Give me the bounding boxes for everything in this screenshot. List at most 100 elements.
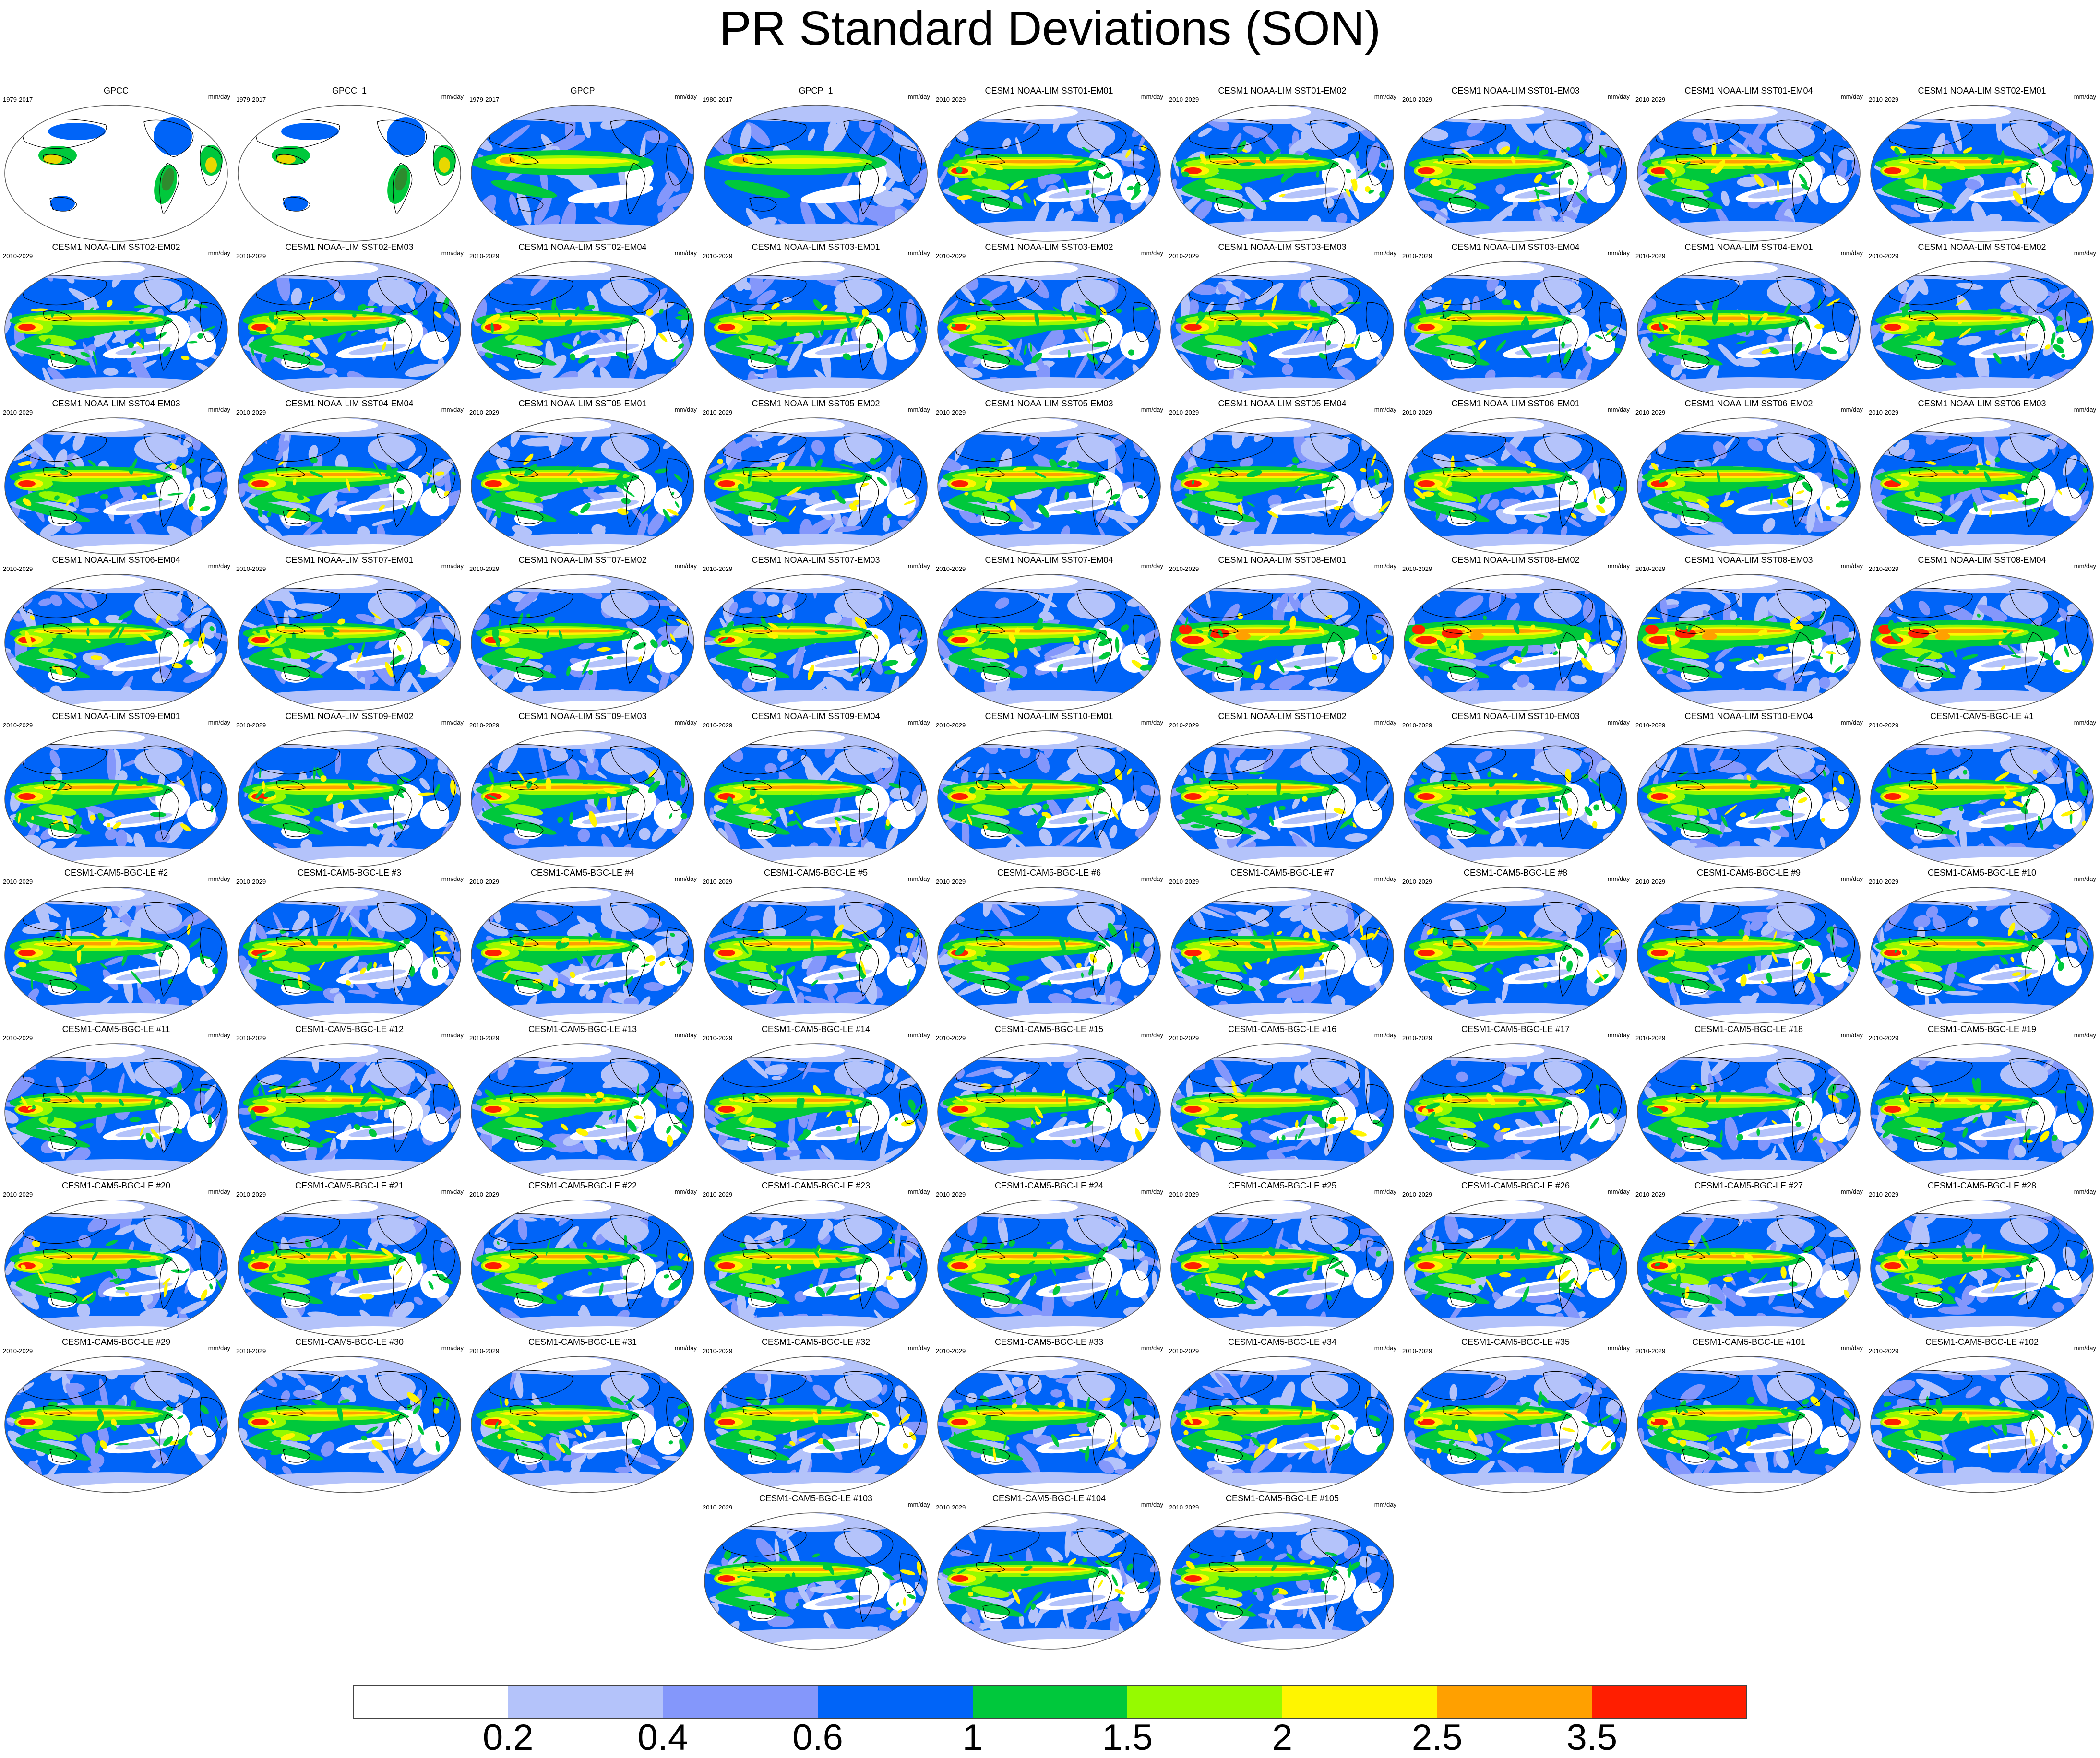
- precip-std-map: [1866, 1041, 2098, 1182]
- panel-title: CESM1-CAM5-BGC-LE #29: [0, 1337, 232, 1347]
- panel-title: CESM1 NOAA-LIM SST08-EM04: [1866, 555, 2098, 565]
- panel-title: CESM1-CAM5-BGC-LE #10: [1866, 867, 2098, 878]
- panel-units: mm/day: [1608, 719, 1630, 726]
- panel-units: mm/day: [1608, 875, 1630, 883]
- precip-std-map: [1166, 728, 1398, 869]
- precip-std-map: [466, 1198, 699, 1339]
- panel-title: GPCP: [466, 85, 699, 96]
- precip-std-map: [933, 416, 1165, 557]
- precip-std-map: [0, 1354, 232, 1495]
- precip-std-map: [1166, 103, 1398, 244]
- precip-std-map: [1633, 885, 1865, 1026]
- panel-title: CESM1-CAM5-BGC-LE #35: [1399, 1337, 1632, 1347]
- panel-units: mm/day: [441, 562, 464, 570]
- panel-units: mm/day: [675, 562, 697, 570]
- precip-std-map: [233, 103, 465, 244]
- panel-title: CESM1-CAM5-BGC-LE #103: [700, 1493, 932, 1504]
- precip-std-map: [466, 103, 699, 244]
- precip-std-map: [1399, 572, 1632, 713]
- panel-units: mm/day: [675, 249, 697, 257]
- panel-title: GPCP_1: [700, 85, 932, 96]
- panel-units: mm/day: [1374, 1344, 1396, 1352]
- precip-std-map: [1866, 885, 2098, 1026]
- panel-title: CESM1 NOAA-LIM SST05-EM01: [466, 398, 699, 409]
- colorbar-tick-label: 0.2: [460, 1719, 556, 1757]
- precip-std-map: [1633, 1041, 1865, 1182]
- panel-units: mm/day: [908, 875, 930, 883]
- panel-title: CESM1-CAM5-BGC-LE #2: [0, 867, 232, 878]
- panel-units: mm/day: [1374, 1032, 1396, 1039]
- panel-title: CESM1-CAM5-BGC-LE #24: [933, 1180, 1165, 1191]
- panel-title: CESM1-CAM5-BGC-LE #1: [1866, 711, 2098, 722]
- precip-std-map: [0, 1198, 232, 1339]
- panel-units: mm/day: [208, 1032, 230, 1039]
- panel-units: mm/day: [208, 93, 230, 101]
- panel-units: mm/day: [1841, 406, 1863, 414]
- panel-title: CESM1 NOAA-LIM SST08-EM02: [1399, 555, 1632, 565]
- colorbar-tick-label: 0.6: [770, 1719, 866, 1757]
- precip-std-map: [933, 1510, 1165, 1651]
- panel-title: CESM1 NOAA-LIM SST05-EM02: [700, 398, 932, 409]
- panel-title: CESM1 NOAA-LIM SST09-EM04: [700, 711, 932, 722]
- panel-title: CESM1 NOAA-LIM SST09-EM03: [466, 711, 699, 722]
- panel-units: mm/day: [2074, 249, 2096, 257]
- precip-std-map: [1399, 1041, 1632, 1182]
- panel-title: CESM1-CAM5-BGC-LE #27: [1633, 1180, 1865, 1191]
- panel-units: mm/day: [908, 249, 930, 257]
- panel-title: CESM1-CAM5-BGC-LE #17: [1399, 1024, 1632, 1034]
- panel-units: mm/day: [675, 1344, 697, 1352]
- panel-units: mm/day: [1141, 1188, 1163, 1196]
- panel-title: CESM1 NOAA-LIM SST02-EM02: [0, 242, 232, 252]
- panel-title: CESM1-CAM5-BGC-LE #19: [1866, 1024, 2098, 1034]
- panel-units: mm/day: [208, 1188, 230, 1196]
- panel-units: mm/day: [1841, 1032, 1863, 1039]
- precip-std-map: [933, 259, 1165, 400]
- panel-units: mm/day: [1608, 406, 1630, 414]
- panel-units: mm/day: [1841, 875, 1863, 883]
- panel-title: CESM1-CAM5-BGC-LE #15: [933, 1024, 1165, 1034]
- panel-title: CESM1 NOAA-LIM SST10-EM01: [933, 711, 1165, 722]
- panel-title: CESM1-CAM5-BGC-LE #9: [1633, 867, 1865, 878]
- panel-title: CESM1 NOAA-LIM SST01-EM03: [1399, 85, 1632, 96]
- precip-std-map: [466, 728, 699, 869]
- colorbar-tick-label: 1.5: [1079, 1719, 1175, 1757]
- precip-std-map: [0, 103, 232, 244]
- panel-title: CESM1 NOAA-LIM SST10-EM03: [1399, 711, 1632, 722]
- precip-std-map: [1633, 103, 1865, 244]
- panel-units: mm/day: [2074, 562, 2096, 570]
- precip-std-map: [1166, 1354, 1398, 1495]
- precip-std-map: [1166, 416, 1398, 557]
- panel-title: CESM1 NOAA-LIM SST09-EM01: [0, 711, 232, 722]
- panel-units: mm/day: [908, 1501, 930, 1509]
- panel-units: mm/day: [2074, 93, 2096, 101]
- panel-title: CESM1 NOAA-LIM SST05-EM04: [1166, 398, 1398, 409]
- panel-title: CESM1-CAM5-BGC-LE #30: [233, 1337, 465, 1347]
- panel-title: CESM1 NOAA-LIM SST02-EM04: [466, 242, 699, 252]
- precip-std-map: [700, 572, 932, 713]
- precip-std-map: [1866, 572, 2098, 713]
